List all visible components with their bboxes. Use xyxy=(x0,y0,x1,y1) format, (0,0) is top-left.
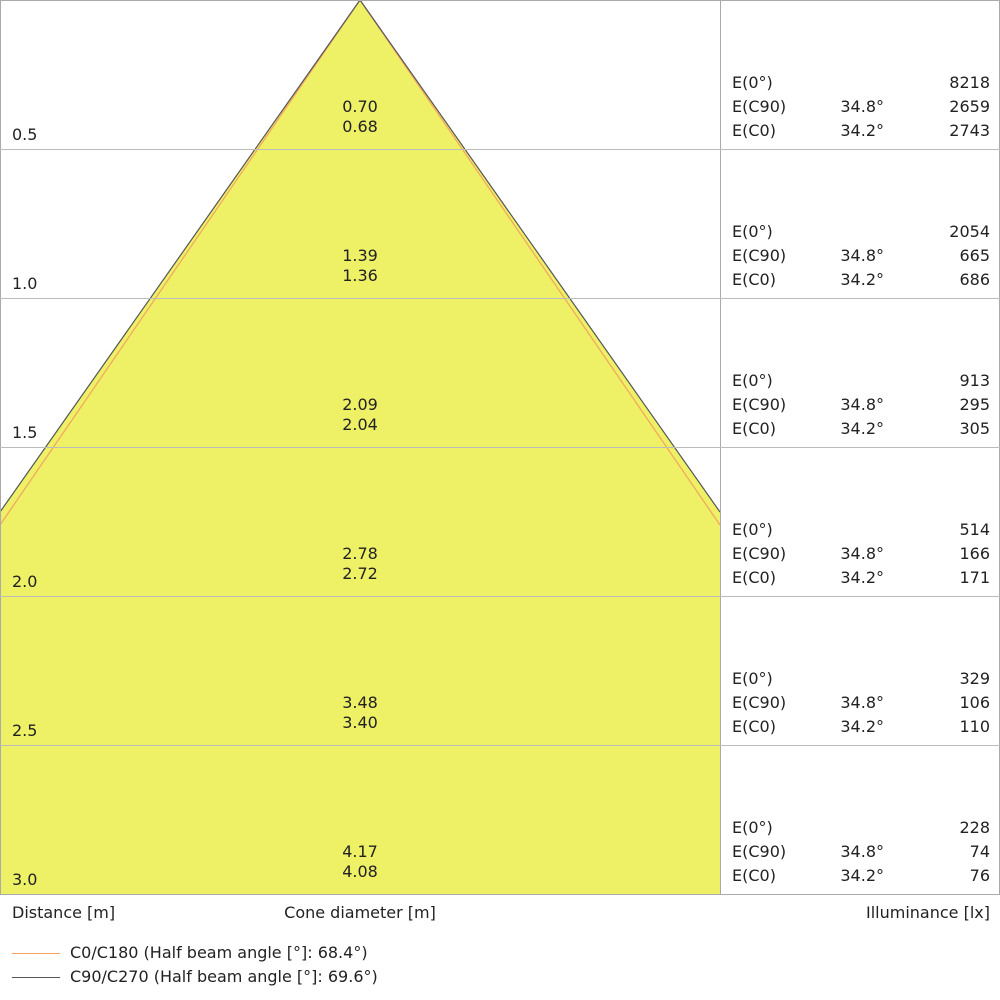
cone-diameter-c0: 1.36 xyxy=(342,266,378,285)
e0-value: 514 xyxy=(959,520,990,539)
ec90-label: E(C90) xyxy=(732,842,787,861)
ec0-label: E(C0) xyxy=(732,121,776,140)
ec90-label: E(C90) xyxy=(732,544,787,563)
cone-diameter-c90: 2.09 xyxy=(342,395,378,414)
ec90-value: 665 xyxy=(959,246,990,265)
e0-value: 8218 xyxy=(949,73,990,92)
ec0-value: 110 xyxy=(959,717,990,736)
ec90-value: 166 xyxy=(959,544,990,563)
ec90-value: 2659 xyxy=(949,97,990,116)
illuminance-label: Illuminance [lx] xyxy=(866,903,990,922)
legend-swatch-c90 xyxy=(12,977,60,978)
ec90-angle: 34.8° xyxy=(840,97,884,116)
ec90-value: 295 xyxy=(959,395,990,414)
e0-value: 228 xyxy=(959,818,990,837)
e0-value: 2054 xyxy=(949,222,990,241)
x-axis-label: Distance [m] xyxy=(12,903,116,922)
ec90-angle: 34.8° xyxy=(840,693,884,712)
cone-diameter-c90: 1.39 xyxy=(342,246,378,265)
ec0-value: 686 xyxy=(959,270,990,289)
legend-c0: C0/C180 (Half beam angle [°]: 68.4°) xyxy=(70,943,368,962)
distance-tick: 2.0 xyxy=(12,572,38,591)
distance-tick: 1.5 xyxy=(12,423,38,442)
ec90-label: E(C90) xyxy=(732,693,787,712)
cone-diameter-c90: 2.78 xyxy=(342,544,378,563)
distance-tick: 3.0 xyxy=(12,870,38,889)
cone-diameter-c0: 4.08 xyxy=(342,862,378,881)
e0-value: 913 xyxy=(959,371,990,390)
ec0-label: E(C0) xyxy=(732,866,776,885)
ec90-angle: 34.8° xyxy=(840,842,884,861)
ec0-angle: 34.2° xyxy=(840,121,884,140)
ec90-label: E(C90) xyxy=(732,246,787,265)
cone-diameter-c0: 2.72 xyxy=(342,564,378,583)
ec0-label: E(C0) xyxy=(732,717,776,736)
e0-label: E(0°) xyxy=(732,818,773,837)
legend-swatch-c0 xyxy=(12,953,60,954)
e0-label: E(0°) xyxy=(732,669,773,688)
cone-diameter-c90: 3.48 xyxy=(342,693,378,712)
ec0-angle: 34.2° xyxy=(840,270,884,289)
ec0-value: 76 xyxy=(969,866,990,885)
e0-label: E(0°) xyxy=(732,371,773,390)
cone-line-c90 xyxy=(0,0,721,513)
cone-line-c0 xyxy=(0,0,721,526)
cone-diameter-c0: 2.04 xyxy=(342,415,378,434)
ec90-label: E(C90) xyxy=(732,97,787,116)
ec0-angle: 34.2° xyxy=(840,419,884,438)
ec0-value: 2743 xyxy=(949,121,990,140)
e0-label: E(0°) xyxy=(732,73,773,92)
ec0-angle: 34.2° xyxy=(840,866,884,885)
cone-diameter-c0: 0.68 xyxy=(342,117,378,136)
e0-label: E(0°) xyxy=(732,222,773,241)
ec90-angle: 34.8° xyxy=(840,544,884,563)
e0-value: 329 xyxy=(959,669,990,688)
ec0-angle: 34.2° xyxy=(840,717,884,736)
ec0-label: E(C0) xyxy=(732,270,776,289)
ec0-value: 305 xyxy=(959,419,990,438)
legend-c90: C90/C270 (Half beam angle [°]: 69.6°) xyxy=(70,967,378,986)
cone-diameter-c90: 0.70 xyxy=(342,97,378,116)
cone-diameter-c0: 3.40 xyxy=(342,713,378,732)
ec90-value: 106 xyxy=(959,693,990,712)
ec90-angle: 34.8° xyxy=(840,246,884,265)
ec0-label: E(C0) xyxy=(732,568,776,587)
ec0-label: E(C0) xyxy=(732,419,776,438)
cone-diameter-label: Cone diameter [m] xyxy=(284,903,436,922)
ec90-label: E(C90) xyxy=(732,395,787,414)
ec90-angle: 34.8° xyxy=(840,395,884,414)
e0-label: E(0°) xyxy=(732,520,773,539)
cone-diameter-c90: 4.17 xyxy=(342,842,378,861)
distance-tick: 1.0 xyxy=(12,274,38,293)
ec0-value: 171 xyxy=(959,568,990,587)
distance-tick: 0.5 xyxy=(12,125,38,144)
ec90-value: 74 xyxy=(969,842,990,861)
ec0-angle: 34.2° xyxy=(840,568,884,587)
distance-tick: 2.5 xyxy=(12,721,38,740)
